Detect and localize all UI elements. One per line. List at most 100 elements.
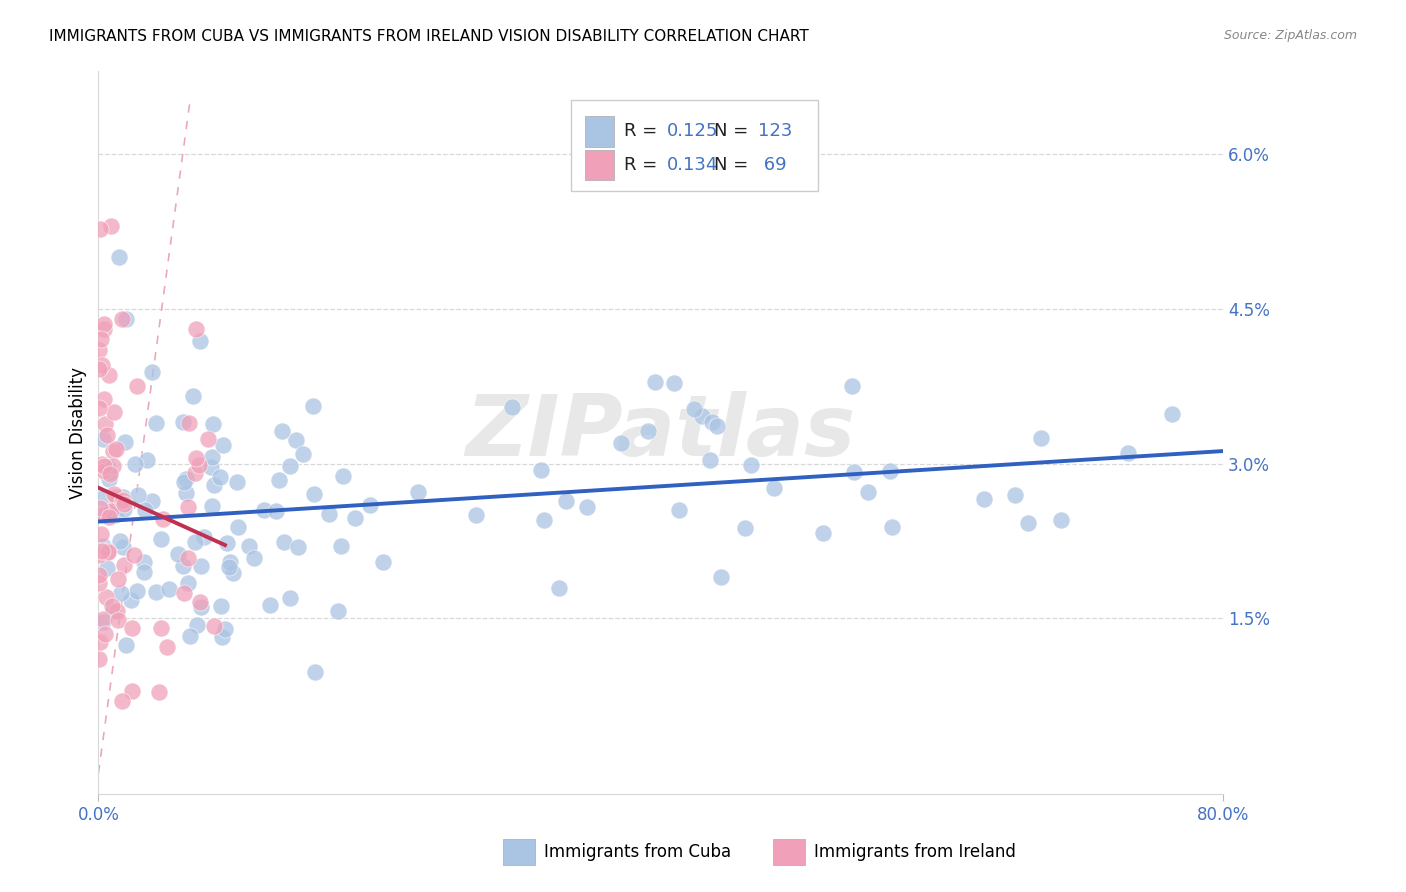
Point [610,436,633,450]
Point [150,533,173,547]
Point [226,475,249,489]
Point [188,458,211,472]
Point [127,583,149,598]
Point [211,631,233,645]
Point [90,332,112,346]
Point [710,570,733,584]
Point [173,475,195,489]
Point [167,547,190,561]
Point [97,461,120,475]
Point [89,635,111,649]
Text: Source: ZipAtlas.com: Source: ZipAtlas.com [1223,29,1357,42]
Point [110,586,132,600]
Point [201,450,224,464]
Point [122,548,145,562]
Point [212,438,235,452]
Point [882,520,904,534]
Point [332,468,354,483]
Point [145,585,167,599]
Text: IMMIGRANTS FROM CUBA VS IMMIGRANTS FROM IRELAND VISION DISABILITY CORRELATION CH: IMMIGRANTS FROM CUBA VS IMMIGRANTS FROM … [49,29,808,44]
Point [103,458,125,473]
Point [575,500,598,515]
Bar [773,838,804,864]
Point [291,446,314,460]
Point [359,498,381,512]
Point [302,487,325,501]
Point [637,424,659,438]
FancyBboxPatch shape [571,100,818,191]
Point [529,463,551,477]
Text: 0.125: 0.125 [666,122,718,140]
Text: Immigrants from Cuba: Immigrants from Cuba [544,843,731,861]
Point [98,368,121,383]
Point [100,504,122,518]
Point [97,510,120,524]
Point [208,469,231,483]
Point [91,491,114,505]
Point [114,501,136,516]
Point [174,486,197,500]
Bar [585,116,613,146]
Point [104,491,127,505]
Point [973,491,995,506]
Point [176,472,198,486]
Point [644,375,666,389]
Point [1161,408,1184,422]
Text: 69: 69 [758,156,786,174]
Bar [503,838,534,864]
Point [172,558,194,573]
Point [188,334,211,348]
Point [91,433,114,447]
Point [188,595,211,609]
Point [150,622,173,636]
Point [97,543,120,558]
Point [1017,516,1039,530]
Point [103,405,125,419]
Point [202,417,225,431]
Point [111,540,134,554]
Point [699,453,721,467]
Point [93,317,115,331]
Point [91,457,114,471]
Point [101,603,124,617]
Point [186,322,208,336]
Point [93,626,115,640]
Point [127,488,149,502]
Point [127,378,149,392]
Point [111,312,134,326]
Point [343,510,366,524]
Point [141,365,163,379]
Point [183,535,205,549]
Point [93,539,115,553]
Point [177,500,200,515]
Point [136,453,159,467]
Text: N =: N = [714,156,754,174]
Point [734,521,756,535]
Point [172,415,194,429]
Point [856,484,879,499]
Point [90,358,112,372]
Point [328,604,350,618]
Point [176,575,198,590]
Point [465,508,488,522]
Point [202,477,225,491]
Point [101,443,124,458]
Point [243,551,266,566]
Point [253,502,276,516]
Point [501,400,523,414]
Point [89,549,111,563]
Point [93,322,115,336]
Point [96,428,118,442]
Point [97,544,120,558]
Point [200,460,222,475]
Point [111,694,134,708]
Point [226,519,249,533]
Point [700,415,723,429]
Point [304,665,326,679]
Point [157,582,180,597]
Point [114,312,136,326]
Point [218,555,240,569]
Point [740,458,762,472]
Point [668,503,690,517]
Point [664,376,686,391]
